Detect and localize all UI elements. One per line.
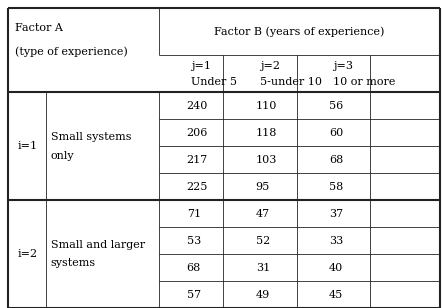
Text: 49: 49 xyxy=(255,290,270,299)
Text: 37: 37 xyxy=(329,209,343,219)
Text: 45: 45 xyxy=(329,290,343,299)
Text: i=2: i=2 xyxy=(17,249,37,259)
Text: 68: 68 xyxy=(187,263,201,273)
Text: systems: systems xyxy=(51,258,96,268)
Text: 206: 206 xyxy=(187,128,208,138)
Text: 225: 225 xyxy=(187,182,208,192)
Text: only: only xyxy=(51,151,74,160)
Text: 53: 53 xyxy=(187,236,201,245)
Text: 60: 60 xyxy=(329,128,343,138)
Text: 217: 217 xyxy=(187,155,208,165)
Text: j=1: j=1 xyxy=(191,61,211,71)
Text: Small systems: Small systems xyxy=(51,132,131,142)
Text: Factor A: Factor A xyxy=(15,23,62,34)
Text: 5-under 10: 5-under 10 xyxy=(260,77,322,87)
Text: 52: 52 xyxy=(255,236,270,245)
Text: 110: 110 xyxy=(255,101,277,111)
Text: 40: 40 xyxy=(329,263,343,273)
Text: 118: 118 xyxy=(255,128,277,138)
Text: j=2: j=2 xyxy=(260,61,280,71)
Text: 56: 56 xyxy=(329,101,343,111)
Text: 57: 57 xyxy=(187,290,201,299)
Text: i=1: i=1 xyxy=(17,141,37,151)
Text: 58: 58 xyxy=(329,182,343,192)
Text: Under 5: Under 5 xyxy=(191,77,237,87)
Text: 31: 31 xyxy=(255,263,270,273)
Text: 47: 47 xyxy=(255,209,270,219)
Text: 33: 33 xyxy=(329,236,343,245)
Text: j=3: j=3 xyxy=(333,61,353,71)
Text: (type of experience): (type of experience) xyxy=(15,46,127,57)
Text: 71: 71 xyxy=(187,209,201,219)
Text: 10 or more: 10 or more xyxy=(333,77,396,87)
Text: Factor B (years of experience): Factor B (years of experience) xyxy=(214,26,385,37)
Text: 103: 103 xyxy=(255,155,277,165)
Text: 240: 240 xyxy=(187,101,208,111)
Text: 68: 68 xyxy=(329,155,343,165)
Text: 95: 95 xyxy=(255,182,270,192)
Text: Small and larger: Small and larger xyxy=(51,240,145,250)
